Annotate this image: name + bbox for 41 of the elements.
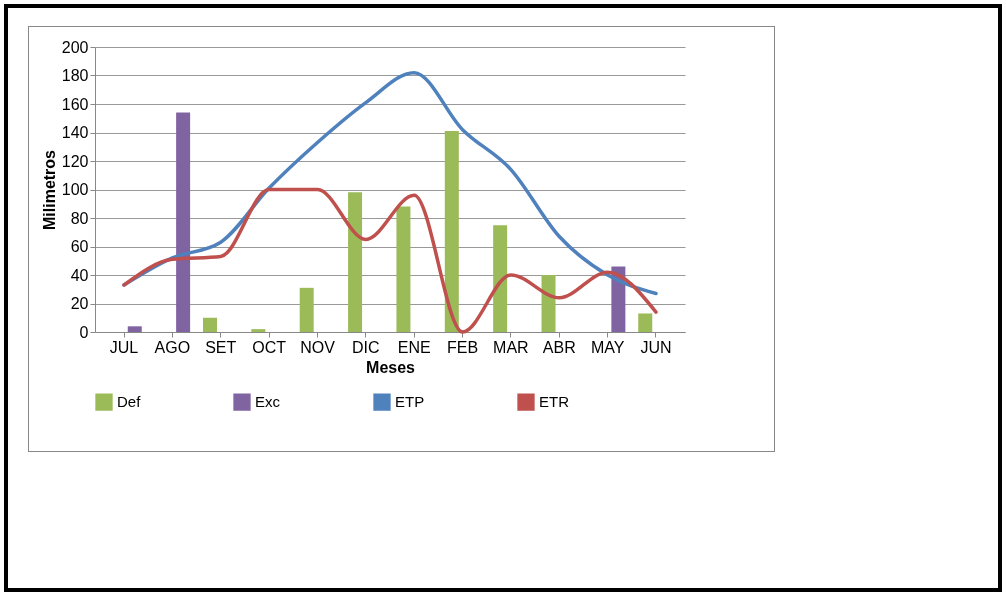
legend-label: Def — [117, 393, 142, 411]
legend-label: Exc — [255, 393, 281, 411]
x-axis-title: Meses — [366, 358, 416, 376]
bar — [444, 131, 459, 332]
bar — [176, 112, 191, 332]
bar — [493, 225, 508, 332]
line-series — [122, 187, 658, 334]
y-tick-label: 100 — [61, 181, 89, 198]
x-tick-label: DIC — [352, 338, 380, 356]
bar — [638, 313, 653, 332]
bar — [396, 206, 411, 332]
x-tick-label: FEB — [446, 338, 479, 356]
x-tick-label: JUN — [640, 338, 672, 356]
bar — [202, 317, 217, 332]
x-tick-label: SET — [205, 338, 237, 356]
x-tick-label: MAY — [590, 338, 625, 356]
y-tick-label: 80 — [70, 209, 89, 227]
legend-label: ETP — [395, 393, 425, 411]
legend-label: ETR — [539, 393, 570, 411]
y-tick-label: 200 — [61, 38, 89, 56]
y-tick-label: 0 — [79, 323, 89, 341]
y-tick-label: 160 — [61, 95, 89, 113]
x-tick-label: MAR — [493, 338, 529, 356]
y-tick-label: 60 — [70, 238, 89, 255]
bar — [541, 275, 556, 332]
x-tick-label: AGO — [154, 338, 191, 356]
y-axis-title: Milimetros — [40, 149, 58, 231]
x-tick-label: OCT — [252, 338, 287, 356]
bar — [251, 329, 266, 332]
bar — [127, 326, 142, 332]
y-tick-label: 180 — [61, 67, 89, 84]
bar — [348, 192, 363, 332]
y-tick-label: 120 — [61, 152, 89, 170]
y-tick-label: 20 — [70, 295, 89, 312]
y-tick-label: 40 — [70, 266, 89, 284]
x-tick-label: ABR — [542, 338, 576, 356]
y-tick-label: 140 — [61, 124, 89, 141]
x-tick-label: JUL — [109, 338, 139, 356]
x-tick-label: NOV — [300, 338, 336, 356]
x-tick-label: ENE — [397, 338, 431, 356]
bar — [299, 287, 314, 332]
